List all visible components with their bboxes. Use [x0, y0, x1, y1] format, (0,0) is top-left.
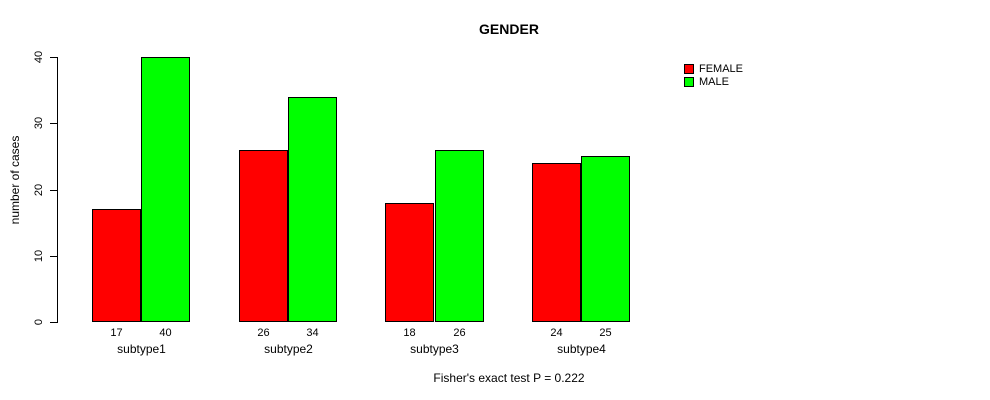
y-axis-tick: [50, 123, 57, 124]
legend-item-male: MALE: [684, 76, 743, 88]
bar-value-label: 25: [599, 327, 612, 339]
bar-value-label: 24: [550, 327, 563, 339]
y-axis-tick: [50, 256, 57, 257]
bar-male-subtype1: [141, 57, 190, 322]
category-label: subtype2: [264, 342, 313, 356]
y-axis-tick-label: 30: [33, 116, 45, 130]
chart-title: GENDER: [479, 21, 539, 37]
legend: FEMALE MALE: [684, 63, 743, 89]
category-label: subtype4: [557, 342, 606, 356]
bar-value-label: 26: [257, 327, 270, 339]
category-label: subtype1: [117, 342, 166, 356]
y-axis-tick: [50, 57, 57, 58]
y-axis: [57, 57, 58, 323]
female-color-swatch: [684, 64, 694, 74]
y-axis-tick-label: 0: [33, 318, 45, 326]
legend-label-male: MALE: [699, 76, 729, 88]
bar-female-subtype4: [532, 163, 581, 322]
y-axis-tick: [50, 190, 57, 191]
y-axis-tick-label: 10: [33, 249, 45, 263]
y-axis-tick-label: 20: [33, 183, 45, 197]
bar-female-subtype2: [239, 150, 288, 322]
bar-male-subtype2: [288, 97, 337, 322]
bar-female-subtype1: [92, 209, 141, 322]
male-color-swatch: [684, 77, 694, 87]
bar-value-label: 34: [306, 327, 319, 339]
y-axis-label: number of cases: [8, 135, 22, 225]
bar-male-subtype4: [581, 156, 630, 322]
y-axis-tick-label: 40: [33, 50, 45, 64]
legend-item-female: FEMALE: [684, 63, 743, 75]
bar-value-label: 40: [159, 327, 172, 339]
bar-value-label: 26: [453, 327, 466, 339]
bar-value-label: 18: [403, 327, 416, 339]
bar-female-subtype3: [385, 203, 434, 322]
bar-male-subtype3: [435, 150, 484, 322]
stat-note: Fisher's exact test P = 0.222: [433, 371, 585, 385]
category-label: subtype3: [410, 342, 459, 356]
y-axis-tick: [50, 322, 57, 323]
bar-value-label: 17: [110, 327, 123, 339]
legend-label-female: FEMALE: [699, 63, 744, 75]
